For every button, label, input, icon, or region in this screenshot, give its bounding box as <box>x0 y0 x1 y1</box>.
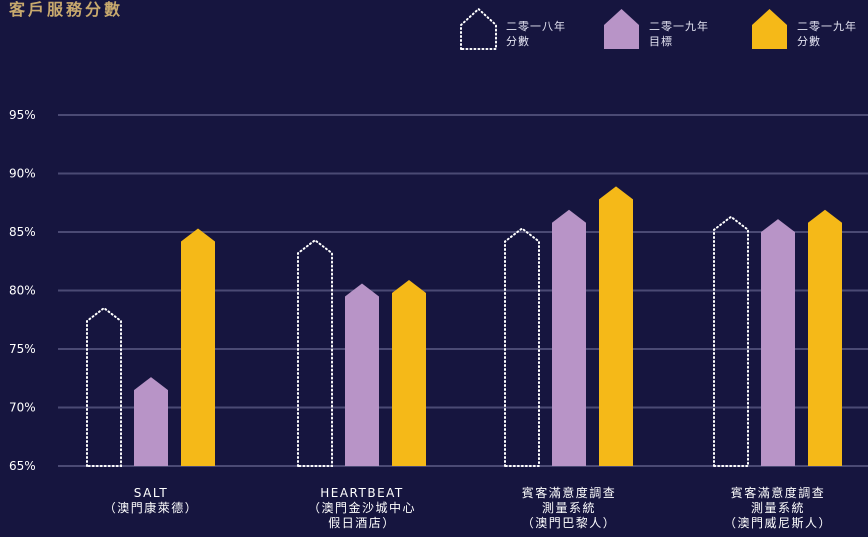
bar-s2019-1 <box>392 279 426 466</box>
legend-label: 分數 <box>506 35 530 48</box>
bar-s2019-0 <box>181 228 215 466</box>
y-tick-label: 95% <box>9 108 36 122</box>
bar-t2019-0 <box>134 377 168 466</box>
legend-swatch-s2019 <box>752 9 787 49</box>
x-category-label: （澳門威尼斯人） <box>724 516 832 530</box>
x-category-label: HEARTBEAT <box>320 486 404 500</box>
x-category-label: 測量系統 <box>751 501 805 515</box>
bar-t2019-1 <box>345 283 379 466</box>
bar-t2019-3 <box>761 219 795 466</box>
legend-label: 二零一九年 <box>649 19 709 33</box>
bar-s2018-0 <box>86 306 122 467</box>
legend-label: 分數 <box>797 35 821 48</box>
y-axis-ticks: 65% 70% 75% 80% 85% 90% 95% <box>9 108 36 473</box>
legend-swatch-t2019 <box>604 9 639 49</box>
y-tick-label: 90% <box>9 167 36 181</box>
bar-s2018-3 <box>713 215 749 467</box>
bar-s2019-3 <box>808 209 842 466</box>
bar-t2019-2 <box>552 209 586 466</box>
legend-swatch-s2018 <box>460 7 497 50</box>
y-tick-label: 65% <box>9 459 36 473</box>
legend-label: 二零一八年 <box>506 19 566 33</box>
y-tick-label: 85% <box>9 225 36 239</box>
x-category-label: （澳門金沙城中心 <box>308 500 416 515</box>
x-category-label: 測量系統 <box>542 501 596 515</box>
chart-title: 客戶服務分數 <box>9 0 124 19</box>
y-tick-label: 75% <box>9 342 36 356</box>
x-category-label: 賓客滿意度調查 <box>522 485 617 500</box>
legend-label: 二零一九年 <box>797 19 857 33</box>
x-category-label: （澳門巴黎人） <box>522 516 617 530</box>
bar-s2018-2 <box>504 227 540 467</box>
x-category-label: （澳門康萊德） <box>104 500 199 515</box>
bar-s2019-2 <box>599 186 633 466</box>
bars <box>86 186 842 467</box>
bar-s2018-1 <box>297 238 333 467</box>
legend-label: 目標 <box>649 34 673 48</box>
x-category-label: 假日酒店） <box>328 516 396 530</box>
x-category-label: 賓客滿意度調查 <box>731 485 826 500</box>
y-tick-label: 70% <box>9 401 36 415</box>
x-category-label: SALT <box>134 486 168 500</box>
y-tick-label: 80% <box>9 284 36 298</box>
gridlines <box>58 114 868 467</box>
